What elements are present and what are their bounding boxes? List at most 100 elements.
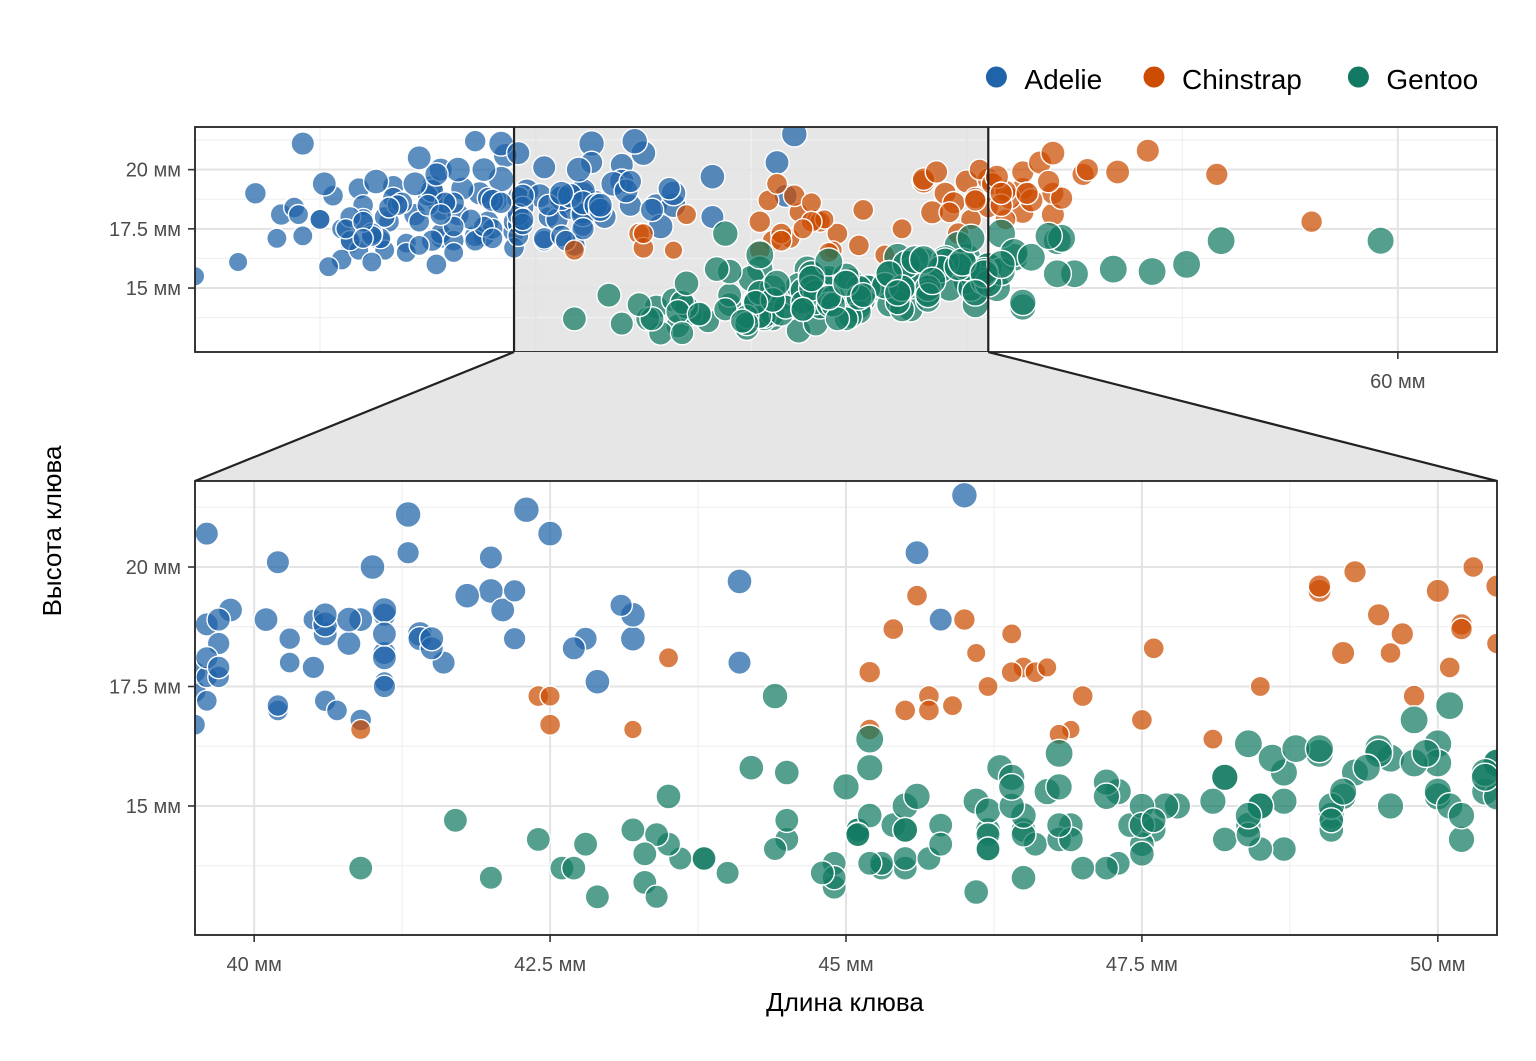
zoom-point-adelie: [147, 502, 172, 527]
zoom-point-adelie: [512, 496, 540, 524]
overview-point-adelie: [587, 192, 614, 218]
overview-x-tick-label: 60 мм: [1370, 371, 1425, 393]
overview-point-gentoo: [1034, 221, 1064, 251]
zoom-point-adelie: [396, 540, 421, 565]
overview-point-gentoo: [669, 320, 695, 346]
overview-point-gentoo: [626, 291, 652, 318]
zoom-point-adelie: [206, 607, 232, 632]
overview-point-gentoo: [703, 255, 730, 283]
overview-point-gentoo: [712, 296, 738, 322]
zoom-point-adelie: [561, 635, 587, 661]
zoom-point-adelie: [325, 699, 349, 722]
overview-point-gentoo: [1137, 256, 1167, 287]
overview-point-adelie: [402, 170, 428, 197]
zoom-point-adelie: [100, 555, 124, 579]
zoom-point-adelie: [149, 623, 171, 645]
overview-point-chinstrap: [632, 222, 655, 245]
zoom-point-adelie: [125, 618, 148, 641]
zoom-point-gentoo: [1045, 811, 1073, 839]
zoom-point-adelie: [359, 553, 386, 581]
zoom-point-gentoo: [1269, 787, 1298, 816]
zoom-point-chinstrap: [882, 617, 905, 641]
zoom-point-gentoo: [762, 836, 788, 862]
zoom-point-adelie: [502, 578, 527, 603]
zoom-point-gentoo: [903, 782, 932, 811]
zoom-point-gentoo: [975, 836, 1001, 862]
overview-point-adelie: [639, 197, 665, 223]
overview-point-gentoo: [1098, 254, 1129, 284]
zoom-point-adelie: [159, 526, 183, 550]
zoom-point-gentoo: [1044, 738, 1074, 769]
zoom-point-gentoo: [1198, 787, 1227, 816]
overview-point-adelie: [764, 149, 790, 176]
overview-point-adelie: [463, 129, 487, 153]
zoom-point-chinstrap: [965, 642, 987, 664]
overview-point-chinstrap: [924, 159, 949, 184]
overview-points: [195, 127, 1396, 346]
overview-point-adelie: [362, 168, 390, 195]
zoom-point-chinstrap: [538, 713, 562, 736]
overview-point-adelie: [618, 169, 643, 194]
zoom-point-gentoo: [997, 772, 1026, 801]
legend-label-gentoo: Gentoo: [1386, 64, 1478, 95]
zoom-point-gentoo: [691, 845, 717, 872]
overview-point-gentoo: [797, 264, 826, 293]
overview-point-chinstrap: [663, 240, 684, 261]
zoom-point-chinstrap: [1402, 684, 1426, 708]
zoom-point-adelie: [278, 651, 301, 674]
zoom-point-gentoo: [1304, 733, 1335, 764]
zoom-point-chinstrap: [1462, 555, 1485, 579]
zoom-points: [0, 481, 1497, 910]
overview-point-chinstrap: [675, 203, 698, 226]
overview-point-gentoo: [1206, 225, 1236, 256]
overview-point-chinstrap: [1040, 140, 1066, 166]
zoom-point-chinstrap: [905, 584, 929, 607]
zoom-point-adelie: [454, 582, 481, 609]
zoom-point-gentoo: [738, 754, 765, 781]
zoom-point-gentoo: [856, 850, 883, 877]
overview-point-chinstrap: [1135, 138, 1161, 164]
zoom-point-gentoo: [1411, 738, 1441, 769]
legend-key-adelie: [985, 66, 1007, 88]
zoom-point-adelie: [928, 607, 954, 632]
overview-point-gentoo: [1171, 249, 1202, 280]
overview-point-chinstrap: [891, 217, 913, 240]
zoom-point-chinstrap: [1142, 637, 1165, 660]
zoom-point-adelie: [336, 630, 362, 657]
zoom-point-gentoo: [525, 826, 552, 853]
overview-point-adelie: [290, 131, 316, 157]
zoom-point-adelie: [30, 647, 53, 670]
overview-point-chinstrap: [1299, 210, 1324, 234]
zoom-point-adelie: [78, 499, 100, 521]
zoom-point-gentoo: [1093, 855, 1120, 881]
zoom-x-tick-label: 45 мм: [818, 954, 873, 976]
overview-point-gentoo: [961, 278, 990, 307]
overview-point-adelie: [287, 203, 310, 226]
overview-y-tick-label: 15 мм: [126, 278, 181, 300]
overview-point-gentoo: [665, 298, 691, 325]
overview-point-chinstrap: [765, 172, 789, 196]
zoom-point-adelie: [19, 700, 40, 721]
zoom-point-gentoo: [1399, 705, 1429, 735]
zoom-point-chinstrap: [1130, 708, 1154, 732]
zoom-x-tick-label: 47.5 мм: [1106, 954, 1178, 976]
zoom-point-chinstrap: [1249, 675, 1272, 698]
overview-point-chinstrap: [770, 229, 793, 252]
zoom-point-adelie: [19, 671, 40, 692]
overview-point-adelie: [317, 255, 340, 278]
overview-point-chinstrap: [1075, 157, 1100, 182]
zoom-point-chinstrap: [1071, 684, 1094, 708]
overview-point-gentoo: [609, 311, 635, 336]
zoom-point-adelie: [0, 623, 16, 645]
zoom-x-tick-label: 50 мм: [1410, 954, 1465, 976]
zoom-point-gentoo: [1211, 826, 1239, 853]
zoom-point-gentoo: [855, 753, 884, 782]
overview-point-adelie: [571, 216, 596, 241]
zoom-point-adelie: [0, 555, 6, 578]
overview-point-gentoo: [883, 278, 912, 307]
zoom-point-gentoo: [644, 884, 669, 910]
zoom-point-adelie: [478, 545, 504, 570]
zoom-point-gentoo: [643, 821, 670, 848]
